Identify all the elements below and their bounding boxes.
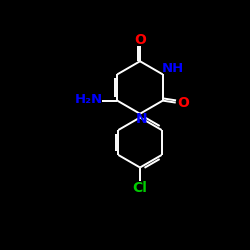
Text: N: N bbox=[136, 112, 147, 126]
Text: NH: NH bbox=[162, 62, 184, 76]
Text: O: O bbox=[134, 32, 146, 46]
Text: O: O bbox=[177, 96, 189, 110]
Text: H₂N: H₂N bbox=[75, 93, 103, 106]
Text: Cl: Cl bbox=[132, 181, 148, 195]
